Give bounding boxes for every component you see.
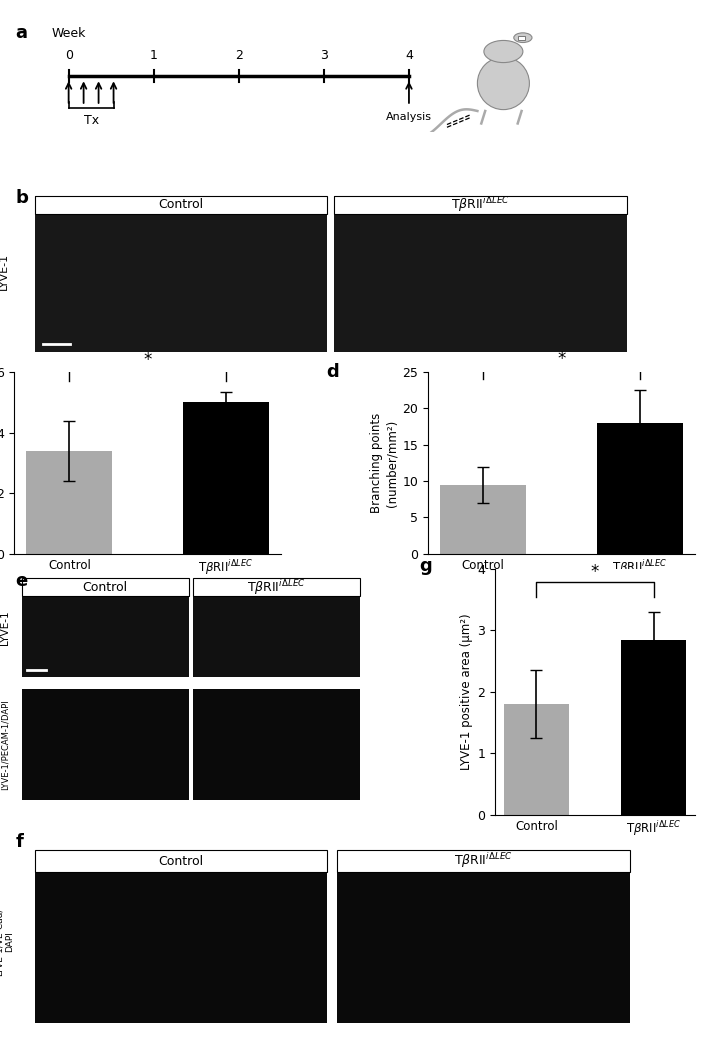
Bar xyxy=(193,597,359,677)
Text: 1: 1 xyxy=(150,48,157,62)
Text: f: f xyxy=(16,834,23,852)
Text: 0: 0 xyxy=(65,48,72,62)
Text: T$\beta$RII$^{i\Delta LEC}$: T$\beta$RII$^{i\Delta LEC}$ xyxy=(247,578,306,597)
Text: 3: 3 xyxy=(320,48,328,62)
Text: T$\beta$RII$^{i\Delta LEC}$: T$\beta$RII$^{i\Delta LEC}$ xyxy=(451,196,510,214)
Bar xyxy=(337,872,630,1022)
Bar xyxy=(193,578,359,597)
Text: Tx: Tx xyxy=(84,114,99,128)
Text: a: a xyxy=(16,23,28,41)
Bar xyxy=(22,689,189,800)
Bar xyxy=(35,196,328,352)
Text: 2: 2 xyxy=(235,48,242,62)
Ellipse shape xyxy=(514,33,532,42)
Bar xyxy=(26,451,113,553)
Text: Control: Control xyxy=(158,198,203,212)
Y-axis label: Branching points
(number/mm²): Branching points (number/mm²) xyxy=(370,413,398,513)
Text: Control: Control xyxy=(83,581,128,593)
Bar xyxy=(334,196,627,214)
Text: *: * xyxy=(591,563,599,581)
Text: Week: Week xyxy=(52,27,86,40)
Bar xyxy=(504,704,569,815)
Text: 4: 4 xyxy=(405,48,413,62)
Text: LYVE-1/PECAM-1/DAPI: LYVE-1/PECAM-1/DAPI xyxy=(0,699,9,789)
Text: LYVE-1: LYVE-1 xyxy=(0,610,10,645)
Text: b: b xyxy=(16,189,28,207)
Text: e: e xyxy=(15,572,27,590)
Bar xyxy=(334,196,627,352)
Bar xyxy=(35,196,328,214)
Bar xyxy=(440,485,526,553)
Bar xyxy=(596,423,683,553)
Bar xyxy=(35,872,328,1022)
Text: Control: Control xyxy=(158,855,203,867)
Bar xyxy=(35,851,328,872)
Text: LYVE-1/VE-Cad/
DAPI: LYVE-1/VE-Cad/ DAPI xyxy=(0,907,13,976)
Ellipse shape xyxy=(484,40,523,62)
Text: Analysis: Analysis xyxy=(386,112,432,122)
Bar xyxy=(518,36,525,40)
Bar xyxy=(193,689,359,800)
Bar xyxy=(337,851,630,872)
Text: T$\beta$RII$^{i\Delta LEC}$: T$\beta$RII$^{i\Delta LEC}$ xyxy=(454,852,513,871)
Bar xyxy=(22,597,189,677)
Text: *: * xyxy=(143,351,152,369)
Text: d: d xyxy=(326,363,339,380)
Bar xyxy=(621,640,686,815)
Text: LYVE-1: LYVE-1 xyxy=(0,253,9,290)
Bar xyxy=(22,578,189,597)
Text: g: g xyxy=(419,557,432,574)
Text: *: * xyxy=(557,350,566,368)
Bar xyxy=(183,403,269,553)
Y-axis label: LYVE-1 positive area (µm²): LYVE-1 positive area (µm²) xyxy=(460,613,473,770)
Ellipse shape xyxy=(477,57,530,110)
